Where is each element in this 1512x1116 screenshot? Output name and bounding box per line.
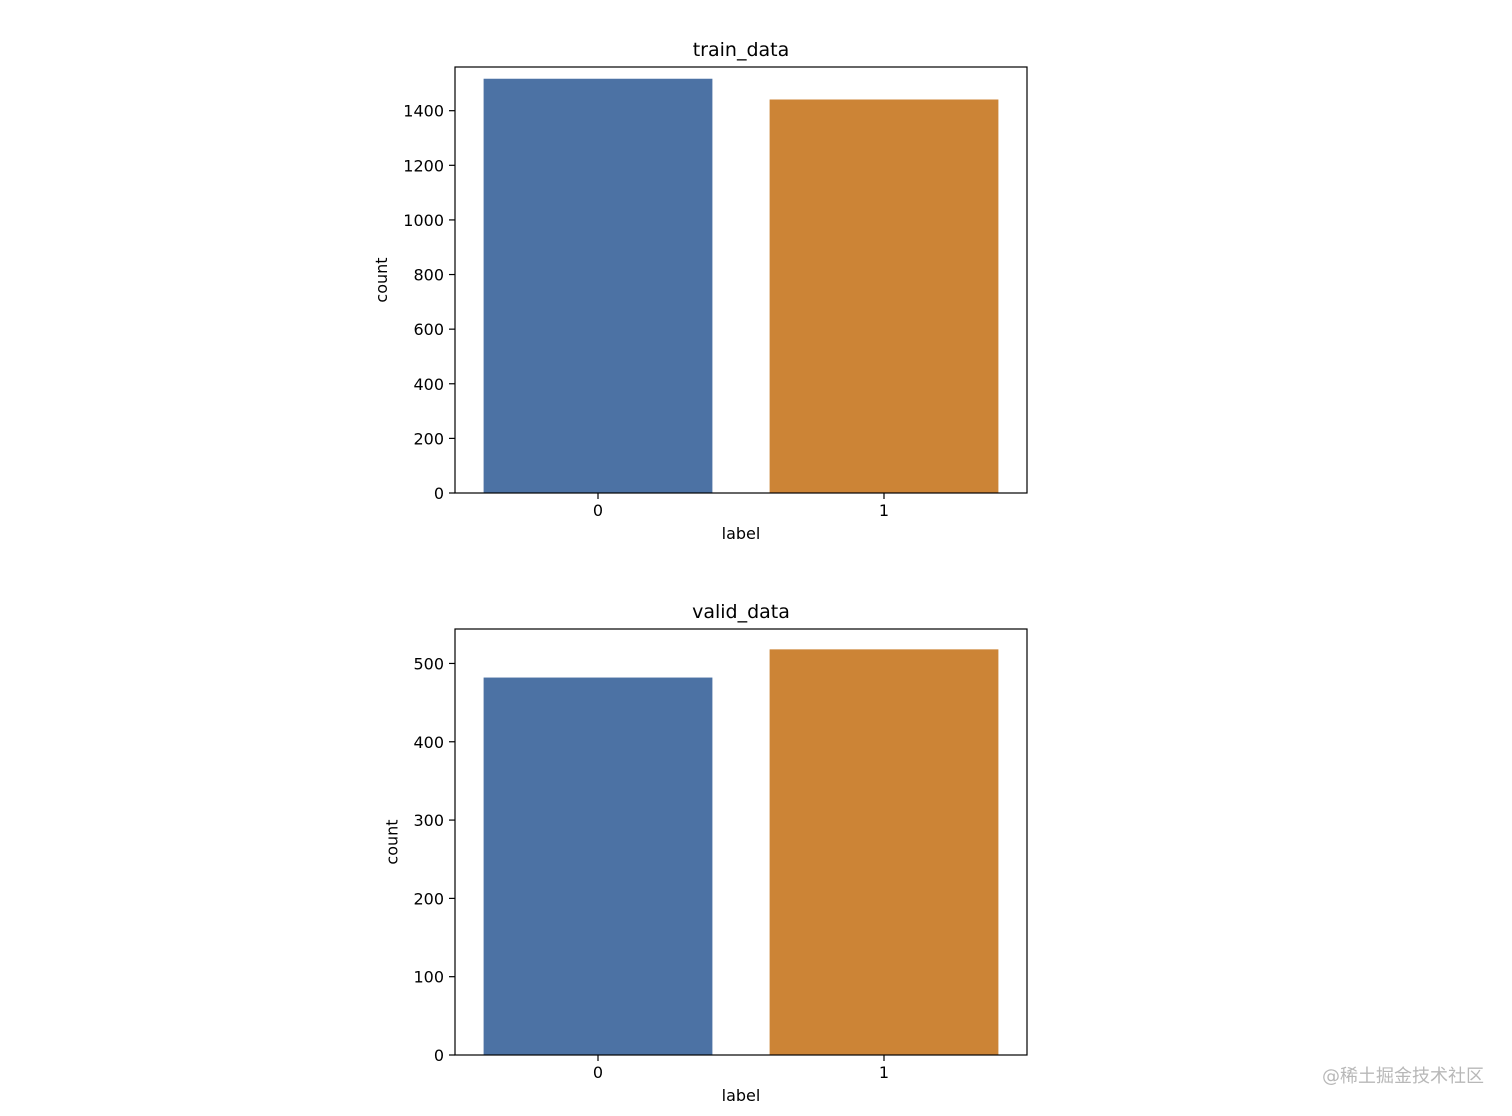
chart-title: train_data [693,39,790,61]
y-tick-label: 200 [413,889,444,908]
bar-0 [483,677,713,1055]
y-tick-label: 300 [413,811,444,830]
bar-1 [769,649,999,1055]
bar-1 [769,99,999,493]
y-tick-label: 1000 [403,211,444,230]
y-tick-label: 400 [413,733,444,752]
y-tick-label: 400 [413,375,444,394]
chart-title: valid_data [692,601,790,623]
y-tick-label: 200 [413,429,444,448]
y-axis-label: count [372,257,391,302]
plot-frame [454,628,1028,1056]
y-tick-label: 1200 [403,156,444,175]
y-axis-label: count [382,819,401,864]
y-tick-label: 600 [413,320,444,339]
watermark: @稀土掘金技术社区 [1322,1066,1484,1087]
x-tick-label: 1 [879,501,889,520]
bar-0 [483,78,713,493]
y-tick-label: 100 [413,968,444,987]
x-tick-label: 0 [593,501,603,520]
plot-frame [454,66,1028,494]
y-tick-label: 0 [434,484,444,503]
x-axis-label: label [722,1086,761,1105]
y-tick-label: 1400 [403,102,444,121]
x-tick-label: 1 [879,1063,889,1082]
y-tick-label: 0 [434,1046,444,1065]
x-tick-label: 0 [593,1063,603,1082]
x-axis-label: label [722,524,761,543]
y-tick-label: 800 [413,266,444,285]
y-tick-label: 500 [413,654,444,673]
